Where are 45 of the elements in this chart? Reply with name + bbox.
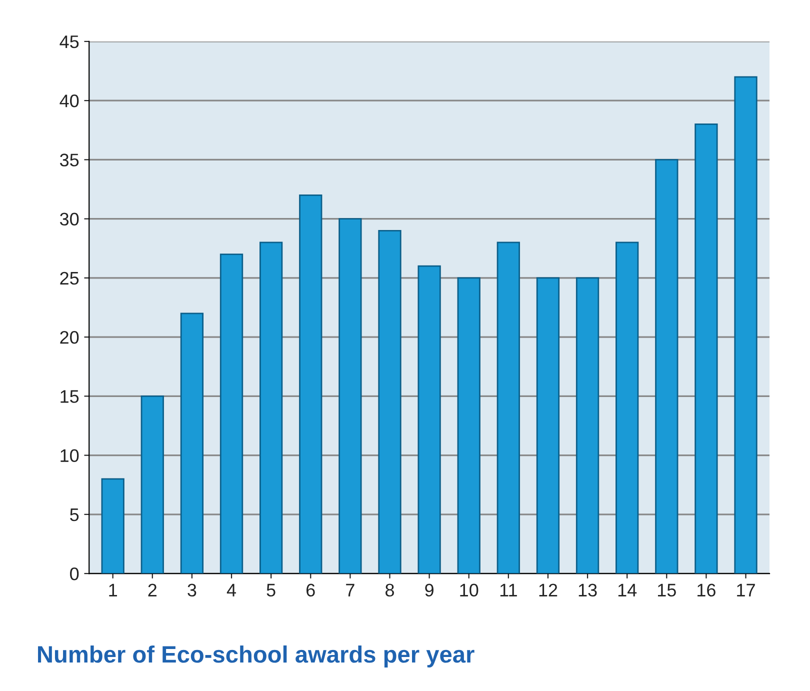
bar [180,312,204,574]
x-tick-label: 10 [460,584,478,597]
y-tick-label: 40 [60,94,79,108]
x-tick-label: 6 [306,584,315,597]
bar [496,242,520,574]
x-tick-label: 13 [578,584,597,597]
x-tick-label: 12 [539,584,558,596]
x-tick-label: 7 [346,584,354,596]
bar [536,277,560,574]
bar [101,478,124,574]
bar [299,194,322,574]
bar [378,230,402,574]
bar [655,159,678,574]
y-tick-label: 0 [70,567,79,580]
text: Number of Eco-school awards per year [38,645,474,668]
y-tick-label: 5 [70,508,79,522]
bar [259,242,283,574]
x-tick-label: 4 [226,584,236,596]
bar [338,218,362,574]
x-tick-label: 9 [425,584,434,597]
bar [457,277,480,574]
y-tick-label: 15 [60,390,79,403]
x-tick-label: 1 [109,584,117,596]
y-tick-label: 35 [60,154,79,166]
bar [734,76,758,574]
x-tick-label: 2 [148,584,157,596]
bar [418,265,441,574]
x-tick-label: 8 [386,584,394,597]
x-tick-label: 16 [698,584,716,597]
y-tick-label: 10 [60,449,79,462]
x-tick-label: 3 [188,584,196,597]
bar [694,124,718,574]
bar [576,277,600,574]
x-tick-label: 15 [658,584,676,597]
bar [220,254,244,574]
bar [140,395,164,574]
x-tick-label: 11 [500,584,517,596]
y-tick-label: 30 [60,212,79,226]
y-tick-label: 45 [60,36,79,48]
bar [616,242,639,574]
y-tick-label: 25 [60,272,79,285]
x-tick-label: 17 [737,584,755,596]
x-tick-label: 5 [266,584,276,597]
y-tick-label: 20 [60,330,79,344]
x-tick-label: 14 [618,584,637,596]
